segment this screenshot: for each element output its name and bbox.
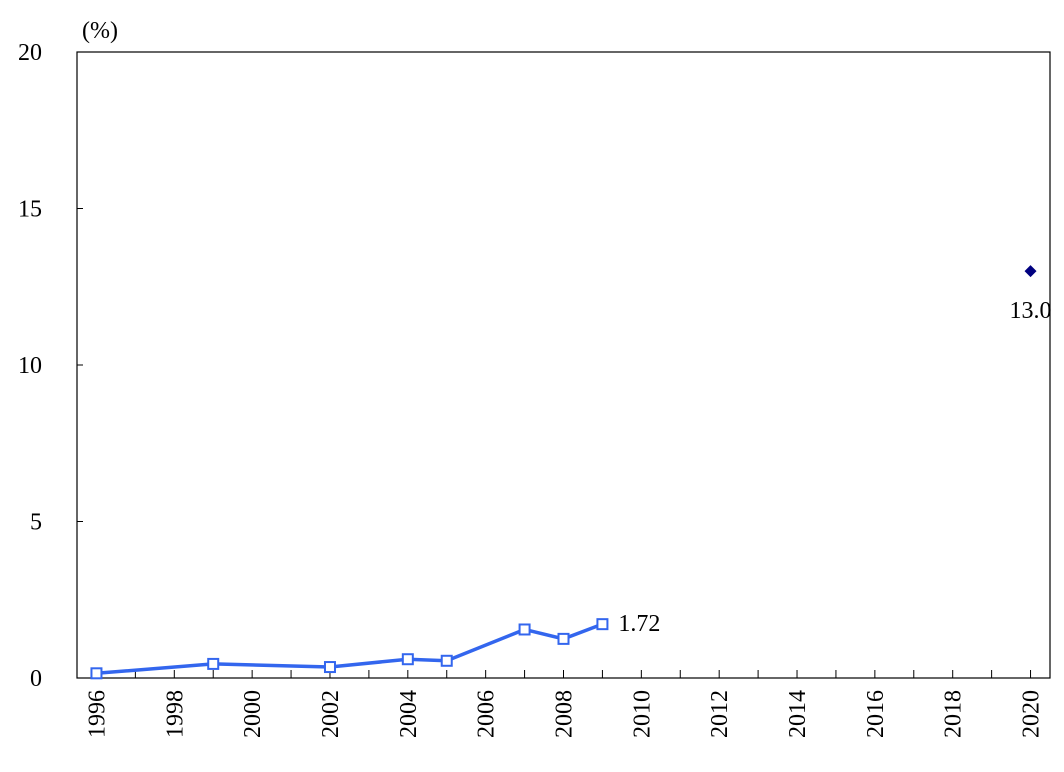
x-tick-label: 2014 xyxy=(785,690,811,738)
point xyxy=(90,667,103,680)
x-tick-label: 2010 xyxy=(629,690,655,738)
point xyxy=(401,653,414,666)
data-label: 1.72 xyxy=(618,611,660,637)
x-tick-label: 2008 xyxy=(552,690,578,738)
y-tick-label: 5 xyxy=(30,510,42,536)
x-tick-label: 2002 xyxy=(318,690,344,738)
x-tick-label: 2012 xyxy=(707,690,733,738)
y-tick-label: 15 xyxy=(18,197,42,223)
x-tick-label: 2006 xyxy=(474,690,500,738)
x-tick-label: 2020 xyxy=(1019,690,1045,738)
point xyxy=(1024,265,1037,278)
point xyxy=(323,661,336,674)
x-tick-label: 1998 xyxy=(162,690,188,738)
data-label: 13.0 xyxy=(1010,298,1052,324)
x-tick-label: 2018 xyxy=(941,690,967,738)
y-tick-label: 10 xyxy=(18,353,42,379)
y-unit: (%) xyxy=(82,18,118,44)
series-line xyxy=(96,622,604,676)
point xyxy=(440,654,453,667)
x-tick-label: 2016 xyxy=(863,690,889,738)
x-tick-label: 2000 xyxy=(240,690,266,738)
point xyxy=(518,623,531,636)
x-tick-label: 1996 xyxy=(84,690,110,738)
plot-frame xyxy=(76,51,1051,679)
point xyxy=(596,618,609,631)
x-tick-label: 2004 xyxy=(396,690,422,738)
point xyxy=(207,657,220,670)
point xyxy=(557,632,570,645)
y-tick-label: 20 xyxy=(18,40,42,66)
y-tick-label: 0 xyxy=(30,666,42,692)
